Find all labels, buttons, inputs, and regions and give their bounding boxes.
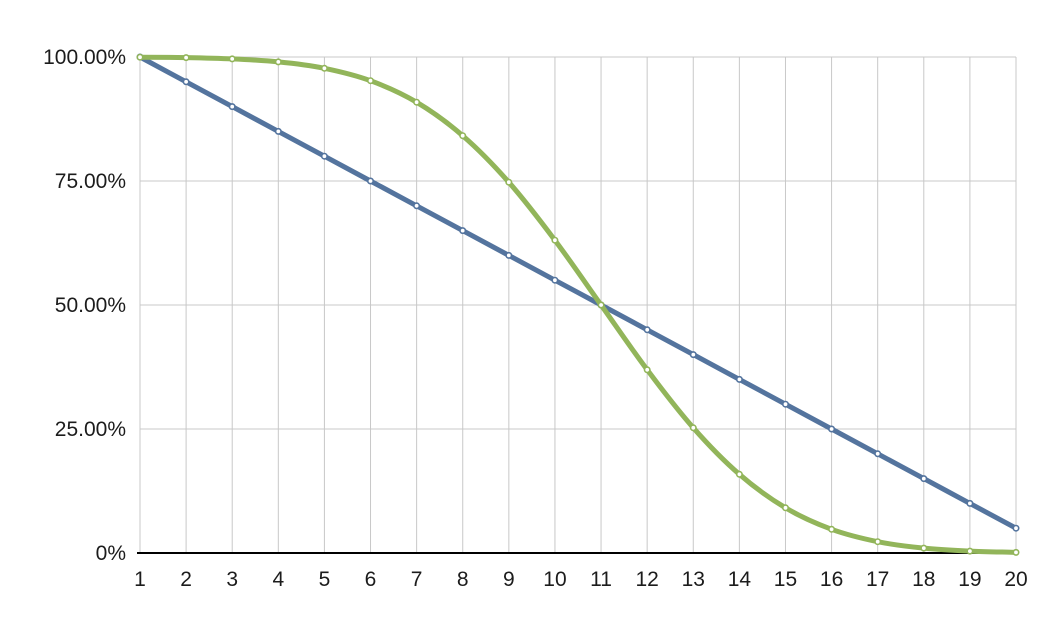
blue-line-marker bbox=[366, 177, 374, 185]
green-line-marker bbox=[274, 58, 282, 66]
x-tick-label: 15 bbox=[774, 568, 797, 591]
x-tick-label: 4 bbox=[272, 568, 284, 591]
x-tick-label: 9 bbox=[503, 568, 515, 591]
y-tick-label: 0% bbox=[96, 542, 126, 565]
x-tick-label: 10 bbox=[543, 568, 566, 591]
blue-line-marker bbox=[413, 202, 421, 210]
green-line-marker bbox=[459, 132, 467, 140]
x-tick-label: 5 bbox=[319, 568, 331, 591]
y-tick-label: 25.00% bbox=[55, 418, 126, 441]
green-line-marker bbox=[1012, 548, 1020, 556]
y-tick-label: 100.00% bbox=[43, 46, 126, 69]
green-line-marker bbox=[781, 504, 789, 512]
x-tick-label: 11 bbox=[590, 568, 612, 591]
x-tick-label: 3 bbox=[226, 568, 238, 591]
blue-line-marker bbox=[689, 351, 697, 359]
blue-line-marker bbox=[735, 375, 743, 383]
x-tick-label: 8 bbox=[457, 568, 469, 591]
y-tick-label: 75.00% bbox=[55, 170, 126, 193]
x-tick-label: 17 bbox=[866, 568, 889, 591]
green-line-marker bbox=[366, 77, 374, 85]
green-line-marker bbox=[182, 54, 190, 62]
blue-line-marker bbox=[320, 152, 328, 160]
blue-line-marker bbox=[643, 326, 651, 334]
blue-line-marker bbox=[920, 475, 928, 483]
blue-line-marker bbox=[182, 78, 190, 86]
x-tick-label: 2 bbox=[180, 568, 192, 591]
green-line-marker bbox=[597, 301, 605, 309]
green-line-marker bbox=[136, 53, 144, 61]
blue-line-marker bbox=[828, 425, 836, 433]
green-line-marker bbox=[643, 366, 651, 374]
green-line-path bbox=[137, 54, 1019, 555]
blue-line-marker bbox=[551, 276, 559, 284]
green-line-marker bbox=[828, 525, 836, 533]
blue-line-marker bbox=[505, 251, 513, 259]
x-tick-label: 12 bbox=[635, 568, 658, 591]
blue-line-marker bbox=[459, 227, 467, 235]
x-tick-label: 14 bbox=[728, 568, 752, 591]
x-tick-label: 19 bbox=[958, 568, 981, 591]
blue-line-marker bbox=[228, 103, 236, 111]
x-tick-label: 20 bbox=[1004, 568, 1027, 591]
green-line-marker bbox=[689, 424, 697, 432]
x-tick-label: 1 bbox=[134, 568, 146, 591]
blue-line-marker bbox=[781, 400, 789, 408]
green-line-marker bbox=[920, 544, 928, 552]
x-tick-label: 18 bbox=[912, 568, 935, 591]
x-tick-label: 6 bbox=[365, 568, 377, 591]
x-tick-label: 7 bbox=[411, 568, 423, 591]
blue-line-marker bbox=[874, 450, 882, 458]
green-line-marker bbox=[413, 98, 421, 106]
green-line-marker bbox=[228, 55, 236, 63]
x-tick-label: 16 bbox=[820, 568, 843, 591]
blue-line-marker bbox=[274, 127, 282, 135]
blue-line-path bbox=[137, 54, 1019, 531]
green-line-marker bbox=[874, 538, 882, 546]
x-tick-label: 13 bbox=[682, 568, 705, 591]
green-line-marker bbox=[551, 236, 559, 244]
green-line-marker bbox=[735, 470, 743, 478]
y-tick-label: 50.00% bbox=[55, 294, 126, 317]
blue-line-marker bbox=[1012, 524, 1020, 532]
green-line-marker bbox=[320, 64, 328, 72]
blue-line-marker bbox=[966, 499, 974, 507]
green-line-marker bbox=[966, 547, 974, 555]
green-line-marker bbox=[505, 178, 513, 186]
